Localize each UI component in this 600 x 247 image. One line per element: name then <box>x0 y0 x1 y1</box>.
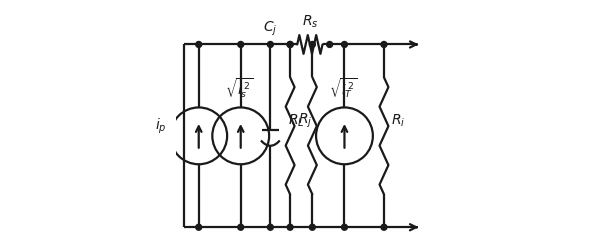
Text: $\sqrt{i_T^{\,2}}$: $\sqrt{i_T^{\,2}}$ <box>329 76 358 100</box>
Circle shape <box>341 41 347 47</box>
Text: $R_L$: $R_L$ <box>289 113 305 129</box>
Circle shape <box>341 224 347 230</box>
Circle shape <box>268 224 274 230</box>
Circle shape <box>238 41 244 47</box>
Circle shape <box>287 224 293 230</box>
Text: $i_p$: $i_p$ <box>155 116 167 136</box>
Text: $R_s$: $R_s$ <box>302 13 318 30</box>
Circle shape <box>196 224 202 230</box>
Circle shape <box>381 224 387 230</box>
Circle shape <box>238 224 244 230</box>
Text: $R_j$: $R_j$ <box>298 112 312 130</box>
Circle shape <box>268 41 274 47</box>
Circle shape <box>287 41 293 47</box>
Text: $R_i$: $R_i$ <box>391 113 406 129</box>
Circle shape <box>310 224 316 230</box>
Circle shape <box>196 41 202 47</box>
Circle shape <box>326 41 332 47</box>
Circle shape <box>287 41 293 47</box>
Text: $\sqrt{i_s^{\,2}}$: $\sqrt{i_s^{\,2}}$ <box>226 76 254 100</box>
Text: $C_j$: $C_j$ <box>263 20 278 38</box>
Circle shape <box>310 41 316 47</box>
Circle shape <box>381 41 387 47</box>
